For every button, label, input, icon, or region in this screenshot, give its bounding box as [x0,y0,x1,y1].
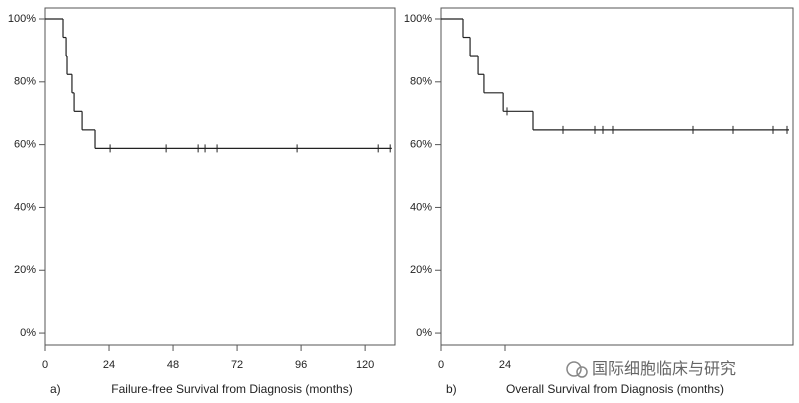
y-tick-label: 100% [8,13,36,25]
plot-frame [440,7,794,346]
y-tick-label: 60% [410,139,432,151]
x-tick-label: 0 [438,359,444,371]
y-tick-label: 40% [14,201,36,213]
y-tick-label: 100% [404,13,432,25]
x-tick-label: 72 [231,359,243,371]
x-tick-label: 96 [295,359,307,371]
watermark: 国际细胞临床与研究 [566,360,736,378]
panel: 0% 20% 40% 60% 80% 100% 0 24 b) Overall Survival … [404,7,794,396]
watermark-text: 国际细胞临床与研究 [592,360,736,378]
x-tick-label: 0 [42,359,48,371]
x-tick-label: 24 [499,359,511,371]
y-tick-label: 80% [14,76,36,88]
y-tick-label: 20% [14,264,36,276]
y-tick-label: 60% [14,139,36,151]
plot-frame [44,7,396,346]
x-axis-title: Overall Survival from Diagnosis (months) [506,382,724,396]
x-tick-label: 48 [167,359,179,371]
y-tick-label: 40% [410,201,432,213]
watermark-icon [566,361,582,377]
panel-label: b) [446,382,457,396]
y-tick-label: 80% [410,76,432,88]
panel-label: a) [50,382,61,396]
x-axis-title: Failure-free Survival from Diagnosis (mo… [111,382,352,396]
x-tick-label: 120 [356,359,374,371]
x-tick-label: 24 [103,359,115,371]
y-tick-label: 0% [416,327,432,339]
y-tick-label: 0% [20,327,36,339]
watermark-icon [576,366,588,378]
y-tick-label: 20% [410,264,432,276]
panel: 0% 20% 40% 60% 80% 100% 0 24 48 72 96 120 a) Failure-… [8,7,396,396]
